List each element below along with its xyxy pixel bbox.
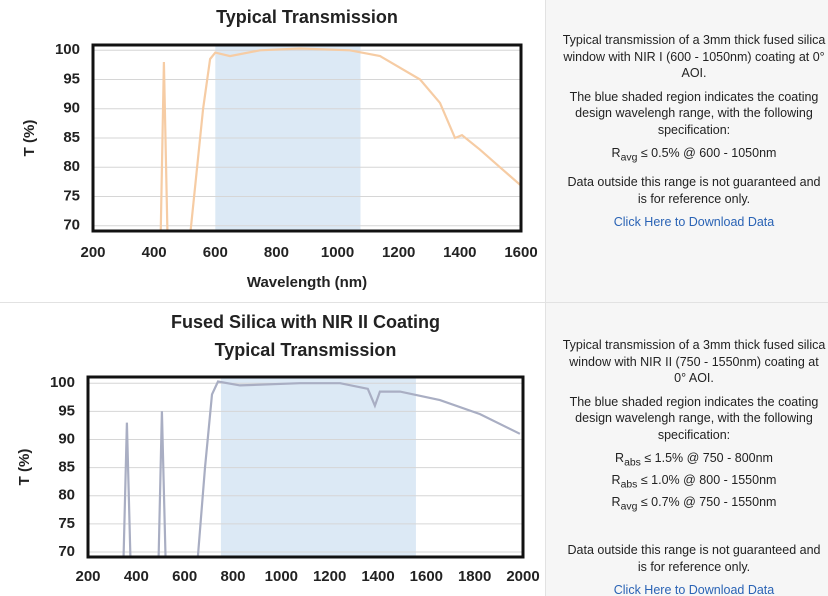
spec-subscript: avg (620, 501, 638, 513)
spec-symbol: R (611, 473, 621, 487)
chart-title: Typical Transmission (216, 7, 398, 27)
y-tick-label: 70 (63, 217, 80, 234)
spec-subscript: avg (620, 152, 638, 164)
spec-text: ≤ 0.7% @ 750 - 1550nm (637, 495, 777, 509)
x-tick-label: 1600 (504, 244, 537, 261)
paragraph: The blue shaded region indicates the coa… (569, 89, 819, 137)
spec-text: ≤ 0.5% @ 600 - 1050nm (637, 146, 777, 160)
x-tick-label: 1000 (265, 568, 298, 585)
spec-symbol: R (611, 495, 621, 509)
plot-frame (86, 375, 525, 559)
y-axis-label: T (%) (21, 120, 38, 157)
link-line: Click Here to Download Data (562, 582, 826, 596)
description: Typical transmission of a 3mm thick fuse… (545, 303, 828, 596)
y-tick-label: 85 (63, 129, 80, 146)
spec-text: ≤ 1.0% @ 800 - 1550nm (637, 473, 777, 487)
x-tick-label: 1200 (382, 244, 415, 261)
spec-text: ≤ 1.5% @ 750 - 800nm (640, 451, 773, 465)
x-axis-label: Wavelength (nm) (247, 274, 367, 291)
y-tick-label: 75 (58, 515, 75, 532)
spec-subscript: abs (620, 479, 638, 491)
y-tick-label: 100 (50, 374, 75, 391)
link-line: Click Here to Download Data (562, 214, 826, 231)
y-tick-label: 100 (55, 41, 80, 58)
x-tick-label: 1400 (361, 568, 394, 585)
plot-frame (91, 43, 523, 233)
y-tick-label: 70 (58, 543, 75, 560)
paragraph: Typical transmission of a 3mm thick fuse… (562, 338, 826, 385)
paragraph: The blue shaded region indicates the coa… (569, 394, 819, 442)
chart: Typical Transmission 70 75 80 85 90 95 100 200 40… (21, 7, 538, 291)
x-tick-label: 800 (264, 244, 289, 261)
x-tick-label: 200 (75, 568, 100, 585)
y-tick-label: 80 (63, 158, 80, 175)
x-tick-label: 1000 (321, 244, 354, 261)
x-tick-label: 1800 (458, 568, 491, 585)
separator (0, 302, 828, 303)
download-link[interactable]: Click Here to Download Data (613, 583, 775, 596)
y-tick-label: 85 (58, 459, 75, 476)
y-tick-label: 80 (58, 487, 75, 504)
download-link[interactable]: Click Here to Download Data (613, 215, 775, 229)
x-tick-label: 200 (80, 244, 105, 261)
spec-line: Rabs ≤ 1.0% @ 800 - 1550nm (562, 472, 826, 494)
x-tick-label: 600 (203, 244, 228, 261)
chart: Fused Silica with NIR II Coating Typical … (16, 312, 540, 585)
x-tick-label: 1400 (443, 244, 476, 261)
x-tick-label: 400 (124, 568, 149, 585)
y-tick-label: 95 (63, 70, 80, 87)
chart-title: Typical Transmission (215, 340, 397, 360)
description: Typical transmission of a 3mm thick fuse… (545, 0, 828, 302)
x-tick-label: 400 (142, 244, 167, 261)
paragraph: Typical transmission of a 3mm thick fuse… (562, 33, 826, 80)
y-tick-label: 90 (58, 430, 75, 447)
x-tick-label: 1200 (313, 568, 346, 585)
y-axis-label: T (%) (16, 449, 33, 486)
spec-line: Ravg ≤ 0.7% @ 750 - 1550nm (562, 494, 826, 516)
spec-symbol: R (615, 451, 625, 465)
transmission-line (159, 47, 521, 231)
spec-line: Rabs ≤ 1.5% @ 750 - 800nm (562, 450, 826, 472)
coating-band (220, 377, 416, 557)
x-tick-label: 600 (172, 568, 197, 585)
y-tick-label: 95 (58, 402, 75, 419)
x-tick-label: 800 (220, 568, 245, 585)
y-tick-label: 90 (63, 100, 80, 117)
spec-line: Ravg ≤ 0.5% @ 600 - 1050nm (562, 145, 826, 167)
transmission-line (122, 380, 521, 557)
x-tick-label: 2000 (506, 568, 539, 585)
x-tick-label: 1600 (410, 568, 443, 585)
spec-subscript: abs (624, 457, 641, 469)
chart-title: Fused Silica with NIR II Coating (171, 312, 440, 332)
y-tick-label: 75 (63, 187, 80, 204)
spec-symbol: R (611, 146, 621, 160)
note: Data outside this range is not guarantee… (567, 175, 821, 206)
note: Data outside this range is not guarantee… (567, 543, 821, 574)
